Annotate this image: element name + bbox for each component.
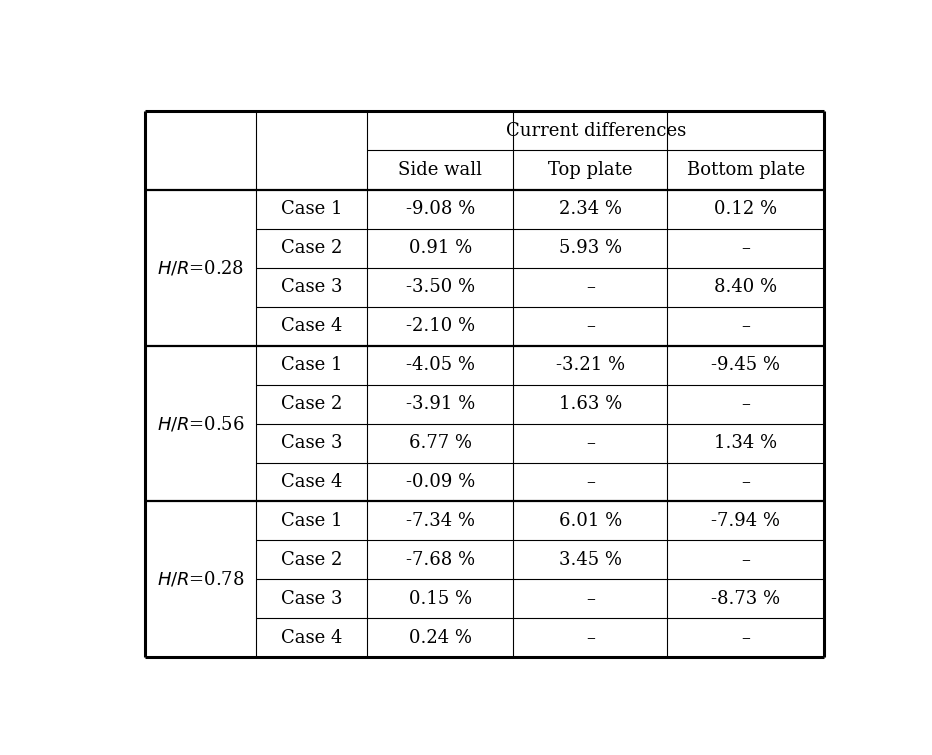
Text: Case 1: Case 1	[281, 200, 342, 218]
Text: –: –	[741, 395, 750, 413]
Text: -7.94 %: -7.94 %	[711, 512, 780, 530]
Text: Side wall: Side wall	[398, 161, 482, 179]
Text: Case 1: Case 1	[281, 356, 342, 374]
Text: -3.91 %: -3.91 %	[405, 395, 474, 413]
Text: Case 4: Case 4	[281, 317, 342, 335]
Text: 8.40 %: 8.40 %	[714, 278, 777, 296]
Text: –: –	[586, 590, 595, 608]
Text: 0.15 %: 0.15 %	[408, 590, 472, 608]
Text: -7.68 %: -7.68 %	[405, 551, 474, 569]
Text: $\mathit{H/R}$=0.56: $\mathit{H/R}$=0.56	[157, 414, 245, 433]
Text: –: –	[741, 629, 750, 647]
Text: $\mathit{H/R}$=0.78: $\mathit{H/R}$=0.78	[157, 570, 244, 589]
Text: 0.24 %: 0.24 %	[409, 629, 472, 647]
Text: –: –	[586, 434, 595, 452]
Text: -3.50 %: -3.50 %	[405, 278, 474, 296]
Text: 0.12 %: 0.12 %	[714, 200, 777, 218]
Text: Case 1: Case 1	[281, 512, 342, 530]
Text: -2.10 %: -2.10 %	[405, 317, 474, 335]
Text: -0.09 %: -0.09 %	[405, 473, 474, 491]
Text: –: –	[741, 551, 750, 569]
Text: Case 3: Case 3	[281, 590, 342, 608]
Text: Case 2: Case 2	[281, 395, 342, 413]
Text: Current differences: Current differences	[505, 122, 686, 140]
Text: –: –	[586, 629, 595, 647]
Text: Case 2: Case 2	[281, 239, 342, 257]
Text: Top plate: Top plate	[548, 161, 633, 179]
Text: –: –	[741, 317, 750, 335]
Text: 0.91 %: 0.91 %	[408, 239, 472, 257]
Text: -4.05 %: -4.05 %	[405, 356, 474, 374]
Text: -9.08 %: -9.08 %	[405, 200, 474, 218]
Text: -9.45 %: -9.45 %	[711, 356, 780, 374]
Text: –: –	[741, 473, 750, 491]
Text: –: –	[586, 278, 595, 296]
Text: -7.34 %: -7.34 %	[405, 512, 474, 530]
Text: $\mathit{H/R}$=0.28: $\mathit{H/R}$=0.28	[158, 258, 244, 277]
Text: –: –	[741, 239, 750, 257]
Text: Case 3: Case 3	[281, 434, 342, 452]
Text: –: –	[586, 317, 595, 335]
Text: Case 4: Case 4	[281, 629, 342, 647]
Text: -8.73 %: -8.73 %	[711, 590, 780, 608]
Text: 5.93 %: 5.93 %	[558, 239, 622, 257]
Text: 2.34 %: 2.34 %	[559, 200, 622, 218]
Text: -3.21 %: -3.21 %	[555, 356, 624, 374]
Text: 1.63 %: 1.63 %	[558, 395, 622, 413]
Text: 6.01 %: 6.01 %	[558, 512, 622, 530]
Text: Case 3: Case 3	[281, 278, 342, 296]
Text: 3.45 %: 3.45 %	[559, 551, 622, 569]
Text: Case 2: Case 2	[281, 551, 342, 569]
Text: 1.34 %: 1.34 %	[714, 434, 777, 452]
Text: Case 4: Case 4	[281, 473, 342, 491]
Text: –: –	[586, 473, 595, 491]
Text: Bottom plate: Bottom plate	[687, 161, 805, 179]
Text: 6.77 %: 6.77 %	[409, 434, 472, 452]
